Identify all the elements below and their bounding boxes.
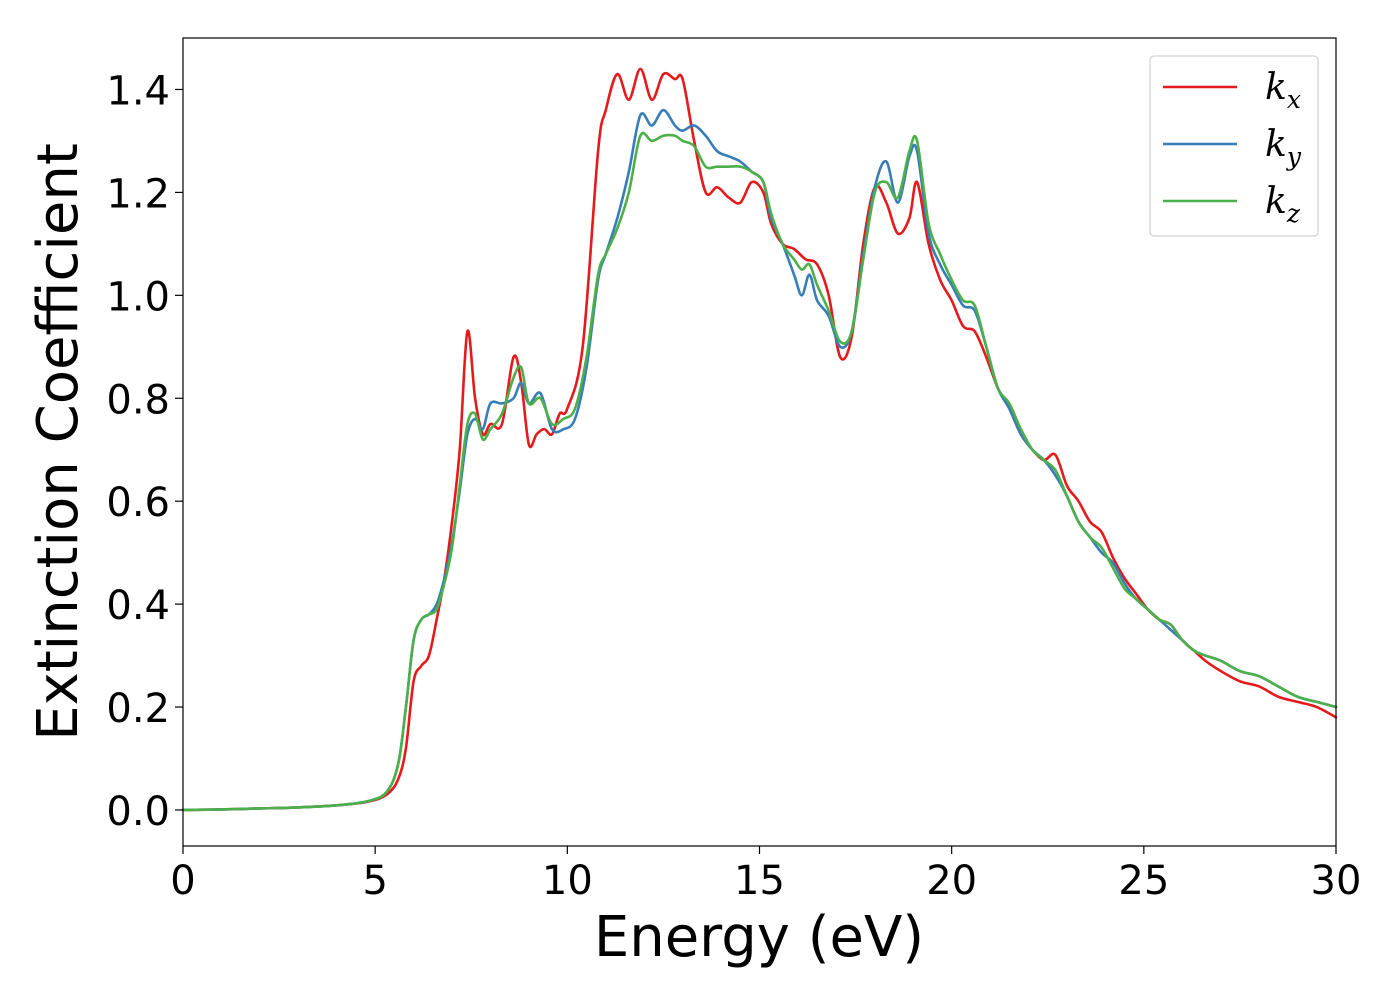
x-tick-label: 30 [1311, 858, 1362, 904]
series-line-z [181, 131, 1338, 812]
y-tick-label: 0.0 [106, 789, 170, 835]
y-tick-label: 0.6 [106, 480, 170, 526]
y-tick-label: 0.4 [106, 583, 170, 629]
legend-items: kx ky kz [1163, 67, 1302, 228]
x-axis-title: Energy (eV) [594, 905, 924, 970]
y-tick-label: 0.2 [106, 686, 170, 732]
legend-label-z: kz [1265, 181, 1301, 228]
series-layer [181, 67, 1338, 812]
y-tick-label: 1.0 [106, 274, 170, 320]
x-axis-ticks: 0 5 10 15 20 25 30 [170, 846, 1361, 904]
x-tick-label: 20 [926, 858, 977, 904]
y-tick-label: 0.8 [106, 377, 170, 423]
series-line-x [181, 67, 1338, 812]
plot-frame [182, 37, 1337, 847]
x-tick-label: 15 [734, 858, 785, 904]
y-axis-ticks: 0.0 0.2 0.4 0.6 0.8 1.0 1.2 1.4 [106, 68, 183, 835]
legend-label-x: kx [1265, 67, 1301, 114]
y-tick-label: 1.2 [106, 171, 170, 217]
legend-label-y: ky [1265, 124, 1302, 171]
legend-box [1149, 55, 1319, 237]
x-tick-label: 10 [542, 858, 593, 904]
x-tick-label: 0 [170, 858, 195, 904]
y-tick-label: 1.4 [106, 68, 170, 114]
y-axis-title: Extinction Coefficient [26, 143, 91, 741]
x-tick-label: 25 [1118, 858, 1169, 904]
x-tick-label: 5 [362, 858, 387, 904]
legend: kx ky kz [1149, 55, 1319, 237]
